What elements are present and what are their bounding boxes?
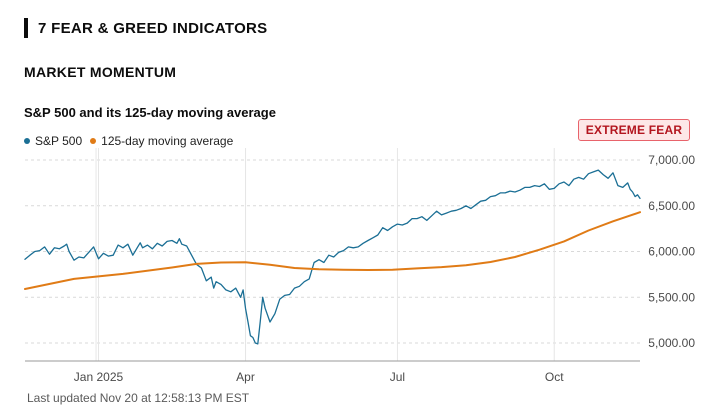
section-header: 7 FEAR & GREED INDICATORS bbox=[24, 18, 267, 38]
legend-item-sp500: S&P 500 bbox=[24, 134, 82, 148]
x-tick-label: Jan 2025 bbox=[74, 370, 124, 384]
y-tick-label: 7,000.00 bbox=[648, 153, 695, 167]
x-tick-label: Oct bbox=[545, 370, 564, 384]
legend-dot-sp500 bbox=[24, 138, 30, 144]
x-tick-label: Apr bbox=[236, 370, 255, 384]
section-accent-bar bbox=[24, 18, 28, 38]
y-tick-label: 5,500.00 bbox=[648, 290, 695, 304]
legend-label-sp500: S&P 500 bbox=[35, 134, 83, 148]
indicator-title: MARKET MOMENTUM bbox=[24, 64, 177, 80]
section-title: 7 FEAR & GREED INDICATORS bbox=[38, 19, 268, 37]
moving-average-line bbox=[24, 211, 641, 290]
legend-dot-ma bbox=[90, 138, 97, 144]
y-tick-label: 6,000.00 bbox=[648, 245, 695, 259]
sp500-line bbox=[24, 169, 641, 345]
chart-title: S&P 500 and its 125-day moving average bbox=[24, 105, 276, 120]
chart-legend: S&P 500 125-day moving average bbox=[24, 134, 241, 148]
status-badge: EXTREME FEAR bbox=[578, 119, 690, 141]
last-updated: Last updated Nov 20 at 12:58:13 PM EST bbox=[27, 391, 250, 405]
y-tick-label: 5,000.00 bbox=[648, 336, 695, 350]
legend-item-ma: 125-day moving average bbox=[90, 134, 233, 148]
legend-label-ma: 125-day moving average bbox=[101, 134, 234, 148]
x-tick-label: Jul bbox=[390, 370, 405, 384]
y-tick-label: 6,500.00 bbox=[648, 199, 695, 213]
